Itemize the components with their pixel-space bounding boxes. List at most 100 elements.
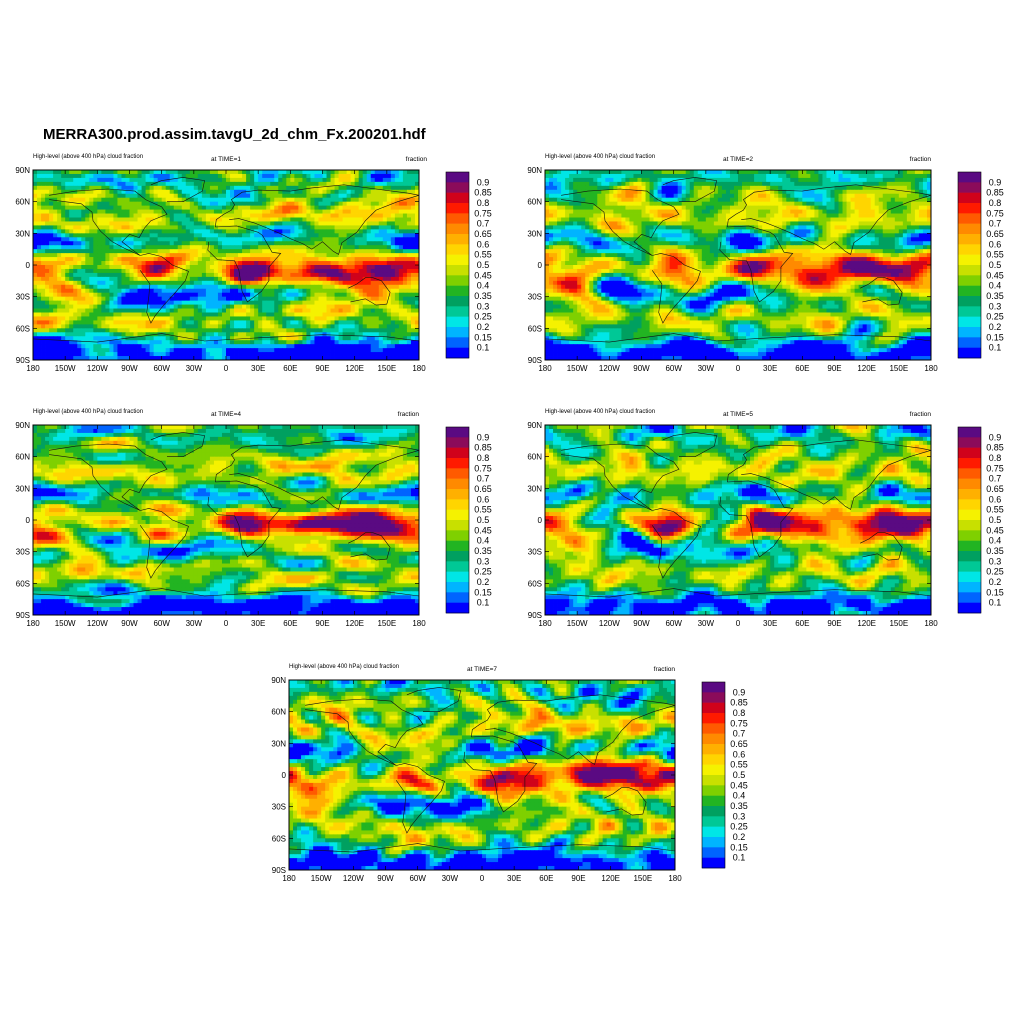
field-cell xyxy=(549,173,554,179)
field-cell xyxy=(57,280,62,286)
field-cell xyxy=(173,237,179,242)
field-cell xyxy=(306,312,311,317)
field-cell xyxy=(169,296,175,302)
field-cell xyxy=(97,257,102,262)
field-cell xyxy=(141,185,146,191)
field-cell xyxy=(346,221,352,226)
field-cell xyxy=(141,181,146,187)
field-cell xyxy=(49,324,54,329)
field-cell xyxy=(234,320,239,325)
field-cell xyxy=(362,205,368,210)
field-cell xyxy=(314,268,319,274)
field-cell xyxy=(97,312,102,317)
field-cell xyxy=(406,292,412,298)
field-cell xyxy=(274,292,279,298)
field-cell xyxy=(201,177,207,183)
field-cell xyxy=(213,320,219,325)
field-cell xyxy=(338,217,343,222)
field-cell xyxy=(238,245,243,250)
field-cell xyxy=(169,356,175,361)
field-cell xyxy=(254,205,259,210)
field-cell xyxy=(97,189,102,195)
field-cell xyxy=(709,170,715,175)
field-cell xyxy=(141,241,146,246)
field-cell xyxy=(350,300,356,305)
field-cell xyxy=(374,300,380,305)
field-cell xyxy=(838,173,843,179)
field-cell xyxy=(177,177,183,183)
field-cell xyxy=(306,177,311,183)
field-cell xyxy=(402,201,408,207)
field-cell xyxy=(133,348,138,353)
field-cell xyxy=(193,229,199,234)
field-cell xyxy=(133,316,138,321)
field-cell xyxy=(394,316,400,321)
field-cell xyxy=(113,221,118,226)
field-cell xyxy=(398,225,404,230)
field-cell xyxy=(177,356,183,361)
field-cell xyxy=(306,197,311,203)
field-cell xyxy=(358,209,364,214)
field-cell xyxy=(314,332,319,337)
field-cell xyxy=(153,237,159,242)
field-cell xyxy=(213,352,219,357)
field-cell xyxy=(294,181,299,187)
field-cell xyxy=(113,304,118,309)
field-cell xyxy=(61,257,66,262)
field-cell xyxy=(314,300,319,305)
field-cell xyxy=(61,280,66,286)
field-cell xyxy=(230,245,235,250)
field-cell xyxy=(326,225,331,230)
field-cell xyxy=(318,328,323,333)
field-cell xyxy=(193,292,199,298)
field-cell xyxy=(129,296,134,302)
field-cell xyxy=(378,324,384,329)
field-cell xyxy=(414,272,420,278)
field-cell xyxy=(217,209,223,214)
field-cell xyxy=(354,213,360,218)
field-cell xyxy=(33,340,38,345)
field-cell xyxy=(97,185,102,191)
field-cell xyxy=(406,233,412,238)
field-cell xyxy=(149,304,155,309)
field-cell xyxy=(65,292,70,298)
field-cell xyxy=(398,185,404,191)
field-cell xyxy=(790,170,795,175)
lat-tick-label: 30N xyxy=(15,229,30,238)
field-cell xyxy=(121,352,126,357)
field-cell xyxy=(402,280,408,286)
field-cell xyxy=(342,189,348,195)
field-cell xyxy=(169,324,175,329)
field-cell xyxy=(382,241,388,246)
field-cell xyxy=(410,316,416,321)
field-cell xyxy=(326,189,331,195)
field-cell xyxy=(314,320,319,325)
field-cell xyxy=(45,268,50,274)
field-cell xyxy=(81,205,86,210)
field-cell xyxy=(262,288,267,294)
field-cell xyxy=(238,300,243,305)
field-cell xyxy=(314,261,319,266)
field-cell xyxy=(197,245,203,250)
field-cell xyxy=(230,296,235,302)
field-cell xyxy=(750,170,755,175)
field-cell xyxy=(786,177,791,183)
field-cell xyxy=(410,197,416,203)
field-cell xyxy=(213,185,219,191)
field-cell xyxy=(73,312,78,317)
field-cell xyxy=(149,340,155,345)
field-cell xyxy=(33,257,38,262)
field-cell xyxy=(133,257,138,262)
field-cell xyxy=(366,265,372,270)
field-cell xyxy=(266,348,271,353)
field-cell xyxy=(53,197,58,203)
field-cell xyxy=(234,201,239,207)
field-cell xyxy=(81,225,86,230)
field-cell xyxy=(197,320,203,325)
field-cell xyxy=(125,292,130,298)
field-cell xyxy=(201,257,207,262)
field-cell xyxy=(145,324,150,329)
field-cell xyxy=(302,185,307,191)
field-cell xyxy=(97,209,102,214)
field-cell xyxy=(37,245,42,250)
